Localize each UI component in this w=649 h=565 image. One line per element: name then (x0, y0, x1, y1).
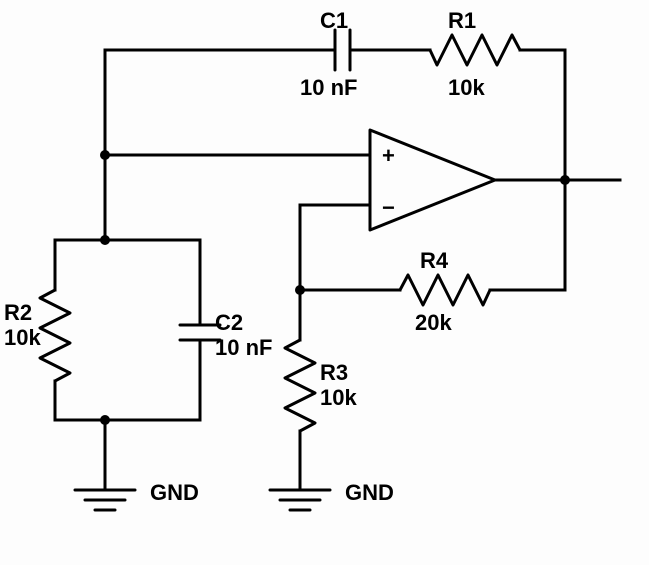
gnd2-label: GND (345, 480, 394, 505)
circuit-diagram: + − R1 10k C1 10 nF (0, 0, 649, 565)
R1: R1 10k (380, 8, 565, 100)
R4: R4 20k (300, 180, 565, 335)
R4-value: 20k (415, 310, 452, 335)
opamp: + − (350, 130, 565, 230)
C2-name: C2 (215, 310, 243, 335)
C2: C2 10 nF (180, 310, 272, 420)
gnd-left: GND (75, 480, 199, 510)
gnd1-label: GND (150, 480, 199, 505)
opamp-minus: − (382, 195, 395, 220)
opamp-plus: + (382, 143, 395, 168)
R4-name: R4 (420, 248, 449, 273)
gnd-right: GND (270, 480, 394, 510)
R3-name: R3 (320, 360, 348, 385)
R1-name: R1 (448, 8, 476, 33)
R1-value: 10k (448, 75, 485, 100)
C2-value: 10 nF (215, 335, 272, 360)
R2: R2 10k (4, 290, 70, 420)
C1-value: 10 nF (300, 75, 357, 100)
R3: R3 10k (285, 290, 357, 490)
R2-value: 10k (4, 325, 41, 350)
C1: C1 10 nF (105, 8, 380, 100)
R2-name: R2 (4, 300, 32, 325)
C1-name: C1 (320, 8, 348, 33)
R3-value: 10k (320, 385, 357, 410)
